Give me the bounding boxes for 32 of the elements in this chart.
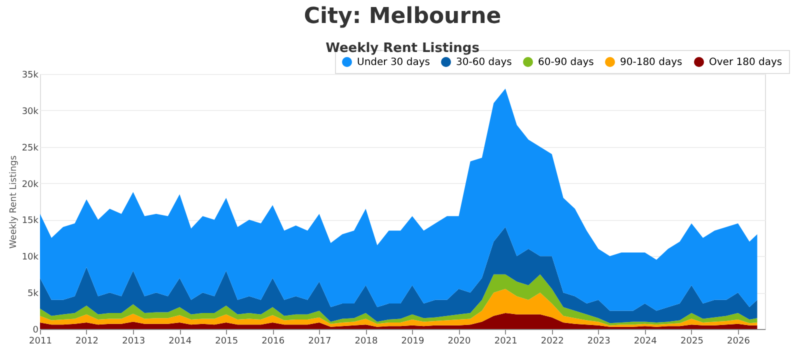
y-tick-label: 25k [22, 143, 40, 154]
x-tick-label: 2022 [540, 336, 564, 346]
y-axis-title: Weekly Rent Listings [8, 155, 19, 249]
y-tick-label: 30k [22, 106, 40, 117]
y-tick-label: 15k [22, 216, 40, 226]
legend-label: 30-60 days [456, 57, 512, 68]
y-tick-label: 5k [28, 289, 40, 300]
x-tick-label: 2018 [354, 336, 378, 346]
chart-subtitle: Weekly Rent Listings [326, 41, 480, 56]
x-tick-label: 2016 [262, 336, 285, 346]
y-tick-label: 35k [22, 70, 40, 80]
x-tick-label: 2021 [494, 336, 518, 346]
x-tick-label: 2012 [76, 336, 98, 346]
x-tick-label: 2026 [727, 336, 750, 346]
y-tick-label: 10k [22, 252, 40, 263]
x-tick-label: 2024 [634, 336, 658, 346]
x-tick-label: 2020 [448, 336, 471, 346]
x-tick-label: 2019 [401, 336, 424, 346]
legend-label: 90-180 days [620, 57, 682, 68]
x-tick-label: 2014 [168, 336, 192, 346]
legend-label: Over 180 days [709, 57, 782, 68]
x-tick-label: 2017 [308, 336, 332, 346]
y-tick-label: 20k [22, 180, 40, 190]
x-tick-label: 2011 [29, 336, 52, 346]
x-tick-label: 2013 [122, 336, 146, 346]
legend-label: Under 30 days [357, 57, 430, 68]
y-tick-label: 0 [32, 326, 39, 336]
x-tick-label: 2015 [215, 336, 238, 346]
x-tick-label: 2023 [587, 336, 610, 346]
legend-label: 60-90 days [538, 57, 594, 68]
chart-title: City: Melbourne [304, 4, 502, 29]
x-tick-label: 2025 [680, 336, 704, 346]
